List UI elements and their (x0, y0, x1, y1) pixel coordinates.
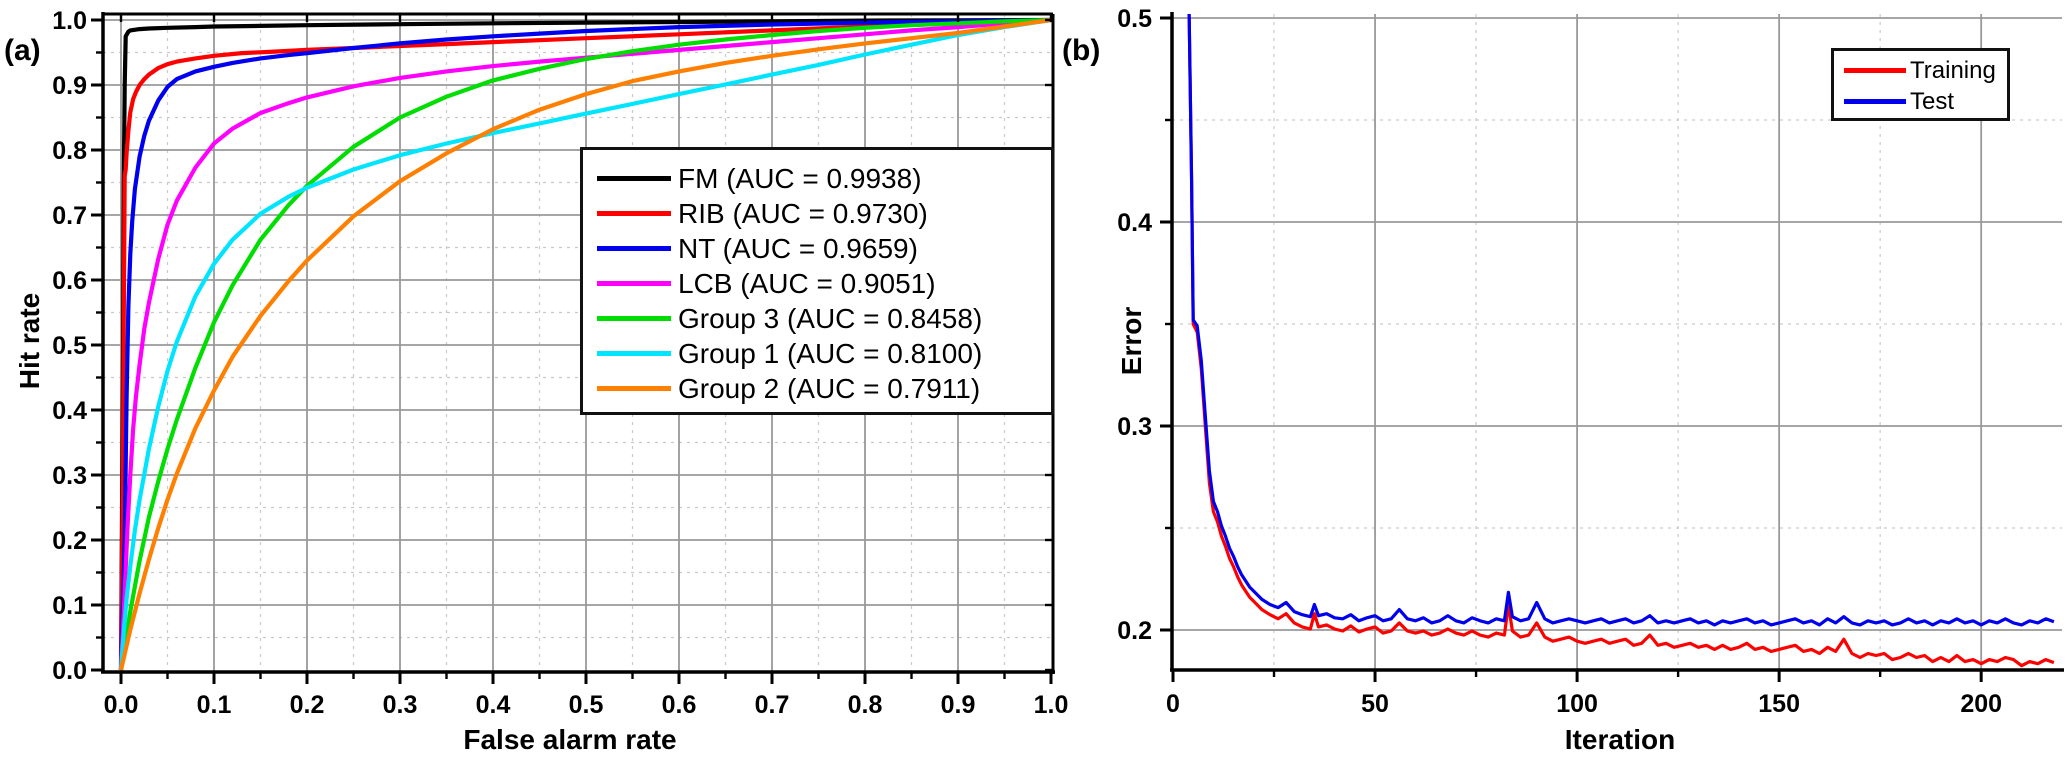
y-tick-label: 0.3 (1117, 413, 1152, 441)
panel-b-label: (b) (1062, 34, 1101, 67)
legend-item: Test (1844, 86, 2007, 117)
legend-line-sample-group3 (597, 316, 671, 321)
y-tick-label: 0.3 (52, 462, 87, 490)
legend-label: Group 2 (AUC = 0.7911) (678, 372, 981, 404)
legend-item: Group 3 (AUC = 0.8458) (597, 301, 1051, 336)
x-tick-label: 50 (1361, 690, 1389, 718)
x-tick-label: 0.6 (662, 691, 697, 719)
legend-line-sample-nt (597, 246, 671, 251)
y-tick-label: 0.2 (1117, 617, 1152, 645)
legend-label: LCB (AUC = 0.9051) (678, 267, 936, 299)
x-tick-label: 0 (1166, 690, 1180, 718)
legend-line-sample-group1 (597, 351, 671, 356)
legend-item: Group 2 (AUC = 0.7911) (597, 371, 1051, 406)
panel-a-legend: FM (AUC = 0.9938) RIB (AUC = 0.9730) NT … (580, 147, 1054, 415)
panel-b-legend: Training Test (1831, 48, 2010, 121)
x-tick-label: 0.7 (755, 691, 790, 719)
panel-a-x-axis-label: False alarm rate (463, 724, 677, 755)
x-tick-label: 150 (1758, 690, 1800, 718)
x-tick-label: 0.3 (383, 691, 418, 719)
legend-line-sample-training (1844, 68, 1906, 73)
y-tick-label: 0.6 (52, 267, 87, 295)
legend-item: NT (AUC = 0.9659) (597, 231, 1051, 266)
x-tick-label: 0.2 (290, 691, 325, 719)
y-tick-label: 0.1 (52, 592, 87, 620)
x-tick-label: 100 (1556, 690, 1598, 718)
panel-b-y-axis-label: Error (1116, 306, 1147, 376)
x-tick-label: 1.0 (1034, 691, 1069, 719)
panel-b-x-axis-label: Iteration (1564, 724, 1676, 755)
panel-a-label: (a) (4, 34, 41, 67)
y-tick-label: 0.0 (52, 657, 87, 685)
y-tick-label: 0.5 (52, 332, 87, 360)
x-tick-label: 0.4 (476, 691, 511, 719)
x-tick-label: 0.1 (197, 691, 232, 719)
legend-line-sample-fm (597, 176, 671, 181)
y-tick-label: 1.0 (52, 7, 87, 35)
y-tick-label: 0.8 (52, 137, 87, 165)
y-tick-label: 0.9 (52, 72, 87, 100)
y-tick-label: 0.7 (52, 202, 87, 230)
y-tick-label: 0.4 (1117, 209, 1152, 237)
x-tick-label: 200 (1960, 690, 2002, 718)
legend-item: Training (1844, 55, 2007, 86)
legend-line-sample-test (1844, 99, 1906, 104)
legend-label: Group 1 (AUC = 0.8100) (678, 337, 983, 369)
legend-line-sample-group2 (597, 386, 671, 391)
y-tick-label: 0.5 (1117, 5, 1152, 33)
legend-label: NT (AUC = 0.9659) (678, 232, 918, 264)
legend-line-sample-lcb (597, 281, 671, 286)
y-tick-label: 0.4 (52, 397, 87, 425)
x-tick-label: 0.8 (848, 691, 883, 719)
legend-line-sample-rib (597, 211, 671, 216)
legend-label: Group 3 (AUC = 0.8458) (678, 302, 983, 334)
legend-item: FM (AUC = 0.9938) (597, 161, 1051, 196)
legend-item: Group 1 (AUC = 0.8100) (597, 336, 1051, 371)
legend-item: RIB (AUC = 0.9730) (597, 196, 1051, 231)
y-tick-label: 0.2 (52, 527, 87, 555)
legend-label: RIB (AUC = 0.9730) (678, 197, 928, 229)
legend-label: Training (1910, 56, 1996, 84)
legend-label: Test (1910, 87, 1955, 115)
legend-label: FM (AUC = 0.9938) (678, 162, 922, 194)
x-tick-label: 0.5 (569, 691, 604, 719)
x-tick-label: 0.0 (104, 691, 139, 719)
legend-item: LCB (AUC = 0.9051) (597, 266, 1051, 301)
x-tick-label: 0.9 (941, 691, 976, 719)
panel-a-y-axis-label: Hit rate (14, 292, 45, 390)
